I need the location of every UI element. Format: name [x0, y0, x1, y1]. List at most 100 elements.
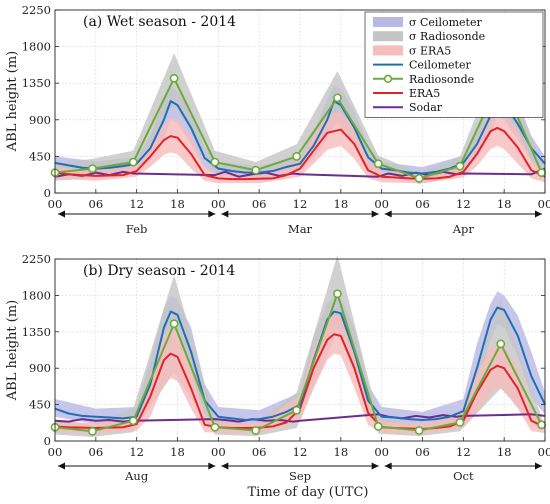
x-tick-label: 06: [252, 445, 267, 459]
x-tick-label: 00: [374, 445, 389, 459]
legend-label-era5: ERA5: [409, 87, 440, 100]
series-line-era5: [54, 126, 546, 181]
x-tick-label: 18: [497, 197, 512, 211]
arrow-head-left: [221, 210, 229, 218]
month-label-feb: Feb: [126, 222, 148, 236]
panel-title: (a) Wet season - 2014: [83, 14, 236, 30]
arrow-head-right: [535, 462, 542, 470]
radiosonde-point: [373, 422, 383, 431]
month-label-aug: Aug: [124, 469, 149, 483]
radiosonde-point: [169, 319, 179, 329]
y-tick-label: 1800: [22, 288, 51, 302]
arrow-head-left: [384, 210, 392, 218]
month-label-apr: Apr: [452, 222, 475, 236]
y-tick-label: 450: [29, 149, 51, 163]
x-tick-label: 00: [48, 197, 63, 211]
legend-swatch-radiosonde: [373, 31, 403, 42]
y-tick-label: 900: [29, 113, 51, 127]
x-tick-label: 12: [456, 445, 471, 459]
radiosonde-point: [292, 151, 301, 161]
arrow-head-right: [371, 210, 379, 218]
arrow-head-left: [58, 462, 65, 470]
arrow-head-left: [58, 210, 65, 218]
radiosonde-point: [88, 164, 97, 173]
radiosonde-point: [128, 416, 138, 426]
radiosonde-point: [88, 426, 97, 436]
radiosonde-point: [128, 157, 138, 167]
x-tick-label: 06: [89, 445, 104, 459]
month-label-mar: Mar: [288, 222, 313, 236]
radiosonde-point: [292, 405, 301, 415]
legend-label-sodar: Sodar: [409, 101, 443, 114]
x-tick-label: 00: [48, 445, 63, 459]
x-tick-label: 12: [129, 445, 144, 459]
radiosonde-point: [251, 165, 261, 175]
legend-label-ceilometer: σ Ceilometer: [409, 16, 482, 29]
x-tick-label: 12: [129, 197, 144, 211]
arrow-head-right: [208, 210, 216, 218]
month-label-oct: Oct: [453, 469, 474, 483]
month-label-sep: Sep: [289, 469, 311, 483]
legend-swatch-era5: [373, 45, 403, 56]
y-axis-title: ABL height (m): [5, 300, 20, 401]
radiosonde-point: [414, 426, 424, 435]
x-tick-label: 00: [374, 197, 389, 211]
x-tick-label: 18: [170, 197, 185, 211]
y-tick-label: 0: [44, 186, 51, 200]
x-tick-label: 00: [538, 197, 550, 211]
legend-label-ceilometer: Ceilometer: [409, 59, 471, 72]
x-tick-label: 18: [334, 445, 349, 459]
panel-title: (b) Dry season - 2014: [83, 263, 235, 279]
legend-label-era5: σ ERA5: [409, 44, 451, 57]
y-tick-label: 900: [29, 361, 51, 375]
radiosonde-point: [414, 173, 424, 183]
y-axis-title: ABL height (m): [5, 51, 20, 152]
y-tick-label: 0: [44, 434, 51, 448]
x-tick-label: 12: [293, 445, 308, 459]
y-tick-label: 450: [29, 398, 51, 412]
x-tick-label: 06: [252, 197, 267, 211]
legend-marker: [383, 74, 393, 84]
x-tick-label: 18: [170, 445, 185, 459]
band-radiosonde: [55, 53, 542, 185]
y-tick-label: 1800: [22, 40, 51, 54]
x-tick-label: 12: [456, 197, 471, 211]
radiosonde-point: [496, 339, 506, 349]
radiosonde-point: [455, 417, 465, 427]
x-tick-label: 06: [89, 197, 104, 211]
legend-label-radiosonde: σ Radiosonde: [409, 30, 485, 43]
radiosonde-point: [333, 289, 342, 299]
band-era5: [55, 314, 545, 434]
x-tick-label: 00: [538, 445, 550, 459]
series-line-ceilometer: [54, 98, 546, 175]
x-tick-label: 12: [293, 197, 308, 211]
y-tick-label: 2250: [22, 3, 51, 17]
arrow-head-right: [371, 462, 379, 470]
band-radiosonde: [55, 254, 542, 437]
x-tick-label: 18: [334, 197, 349, 211]
legend-swatch-ceilometer: [373, 17, 403, 27]
radiosonde-point: [455, 161, 465, 171]
x-tick-label: 18: [497, 445, 512, 459]
radiosonde-point: [169, 73, 179, 83]
radiosonde-point: [537, 420, 546, 430]
radiosonde-point: [333, 93, 342, 103]
x-tick-label: 00: [211, 445, 226, 459]
y-tick-label: 1350: [22, 76, 51, 90]
y-tick-label: 1350: [22, 325, 51, 339]
radiosonde-point: [251, 426, 261, 435]
legend-label-radiosonde: Radiosonde: [409, 73, 474, 86]
arrow-head-right: [208, 462, 216, 470]
x-axis-title: Time of day (UTC): [247, 485, 368, 500]
arrow-head-left: [384, 462, 392, 470]
y-tick-label: 2250: [22, 252, 51, 266]
series-line-era5: [54, 333, 546, 430]
x-tick-label: 00: [211, 197, 226, 211]
x-tick-label: 06: [415, 445, 430, 459]
arrow-head-left: [221, 462, 229, 470]
radiosonde-point: [537, 168, 546, 178]
band-era5: [55, 110, 545, 184]
